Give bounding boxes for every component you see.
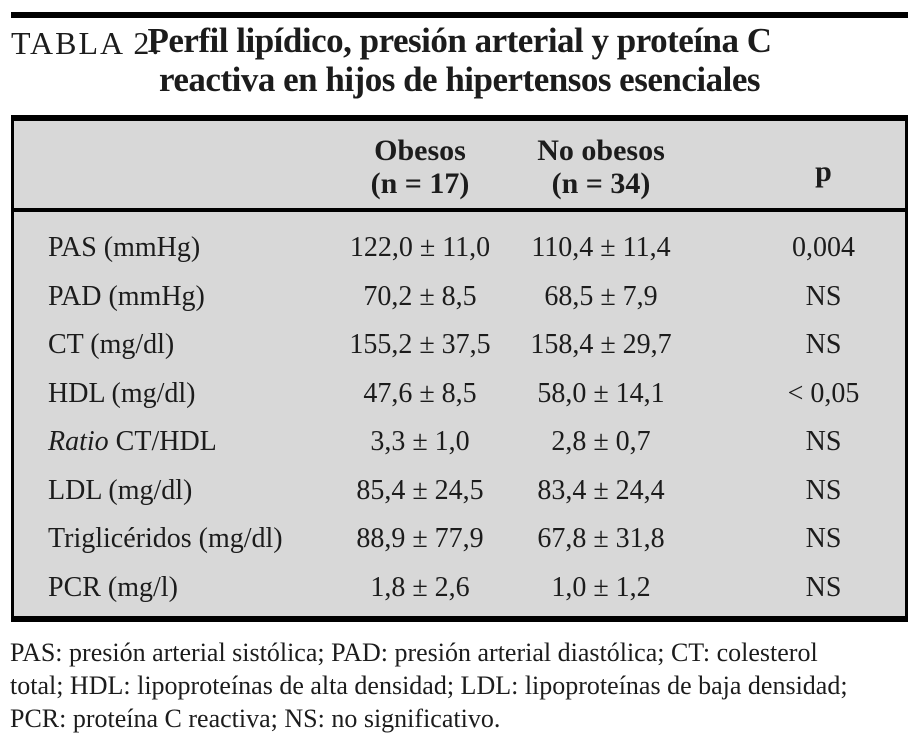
table-row: Ratio CT/HDL 3,3 ± 1,0 2,8 ± 0,7 NS — [14, 418, 905, 467]
table-number-label: TABLA 2. — [11, 25, 162, 61]
obesos-value-cell: 85,4 ± 24,5 — [356, 474, 484, 506]
header-obesos-line-2: (n = 17) — [370, 167, 470, 200]
table-row: PCR (mg/l) 1,8 ± 2,6 1,0 ± 1,2 NS — [14, 564, 905, 613]
no-obesos-value-cell: 1,0 ± 1,2 — [551, 571, 651, 603]
table-title-line-2: reactiva en hijos de hipertensos esencia… — [159, 60, 760, 99]
row-label-cell: HDL (mg/dl) — [14, 378, 325, 410]
row-label-cell: Triglicéridos (mg/dl) — [14, 523, 325, 555]
table-title: Perfil lipídico, presión arterial y prot… — [11, 21, 908, 99]
no-obesos-value-cell: 83,4 ± 24,4 — [537, 474, 665, 506]
obesos-value-cell: 88,9 ± 77,9 — [356, 523, 484, 555]
header-no-obesos-line-2: (n = 34) — [551, 167, 651, 200]
table-row: Triglicéridos (mg/dl) 88,9 ± 77,9 67,8 ± 3… — [14, 515, 905, 564]
header-empty-cell — [14, 134, 325, 208]
header-obesos-cell: Obesos (n = 17) — [325, 134, 515, 208]
row-label-cell: Ratio CT/HDL — [14, 426, 325, 458]
row-label-italic: Ratio — [48, 426, 109, 458]
no-obesos-value-cell: 67,8 ± 31,8 — [537, 523, 665, 555]
obesos-value-cell: 1,8 ± 2,6 — [370, 571, 470, 603]
row-label: LDL (mg/dl) — [48, 474, 193, 506]
row-label-cell: PAD (mmHg) — [14, 281, 325, 313]
title-top-rule — [11, 12, 908, 18]
table-title-line-1: Perfil lipídico, presión arterial y prot… — [147, 21, 772, 60]
p-value-cell: NS — [805, 329, 842, 361]
footnote: PAS: presión arterial sistólica; PAD: pr… — [10, 636, 910, 735]
table-row: CT (mg/dl) 155,2 ± 37,5 158,4 ± 29,7 NS — [14, 321, 905, 370]
row-label: Triglicéridos (mg/dl) — [48, 523, 283, 555]
p-value-cell: NS — [805, 426, 842, 458]
table-body: PAS (mmHg) 122,0 ± 11,0 110,4 ± 11,4 0,004 P… — [14, 212, 905, 612]
p-value-cell: < 0,05 — [787, 377, 860, 409]
table-row: PAD (mmHg) 70,2 ± 8,5 68,5 ± 7,9 NS — [14, 273, 905, 322]
footnote-line-2: total; HDL: lipoproteínas de alta densid… — [10, 671, 848, 700]
table-header-row: Obesos (n = 17) No obesos (n = 34) p — [14, 121, 905, 212]
data-table: Obesos (n = 17) No obesos (n = 34) p PAS… — [11, 115, 908, 622]
row-label: CT (mg/dl) — [48, 329, 175, 361]
table-row: HDL (mg/dl) 47,6 ± 8,5 58,0 ± 14,1 < 0,05 — [14, 370, 905, 419]
row-label-cell: PAS (mmHg) — [14, 232, 325, 264]
table-row: PAS (mmHg) 122,0 ± 11,0 110,4 ± 11,4 0,004 — [14, 224, 905, 273]
footnote-line-1: PAS: presión arterial sistólica; PAD: pr… — [10, 638, 818, 667]
row-label: PAD (mmHg) — [48, 280, 205, 312]
footnote-line-3: PCR: proteína C reactiva; NS: no signifi… — [10, 704, 501, 733]
p-value-cell: NS — [805, 474, 842, 506]
row-label: HDL (mg/dl) — [48, 377, 196, 409]
row-label: PCR (mg/l) — [48, 571, 178, 603]
obesos-value-cell: 3,3 ± 1,0 — [370, 426, 470, 458]
header-no-obesos-cell: No obesos (n = 34) — [515, 134, 687, 208]
no-obesos-value-cell: 2,8 ± 0,7 — [551, 426, 651, 458]
row-label: CT/HDL — [108, 426, 217, 458]
obesos-value-cell: 155,2 ± 37,5 — [349, 329, 491, 361]
row-label-cell: LDL (mg/dl) — [14, 475, 325, 507]
no-obesos-value-cell: 158,4 ± 29,7 — [530, 329, 672, 361]
table-title-block: TABLA 2. Perfil lipídico, presión arteri… — [11, 21, 908, 99]
p-value-cell: NS — [805, 523, 842, 555]
obesos-value-cell: 70,2 ± 8,5 — [363, 280, 477, 312]
header-p-cell: p — [815, 154, 832, 188]
p-value-cell: NS — [805, 280, 842, 312]
table-row: LDL (mg/dl) 85,4 ± 24,5 83,4 ± 24,4 NS — [14, 467, 905, 516]
row-label: PAS (mmHg) — [48, 232, 201, 264]
obesos-value-cell: 47,6 ± 8,5 — [363, 377, 477, 409]
header-obesos-line-1: Obesos — [374, 134, 466, 167]
obesos-value-cell: 122,0 ± 11,0 — [349, 232, 491, 264]
no-obesos-value-cell: 68,5 ± 7,9 — [544, 280, 658, 312]
row-label-cell: PCR (mg/l) — [14, 572, 325, 604]
p-value-cell: 0,004 — [792, 232, 855, 264]
header-no-obesos-line-1: No obesos — [537, 134, 665, 167]
row-label-cell: CT (mg/dl) — [14, 329, 325, 361]
no-obesos-value-cell: 58,0 ± 14,1 — [537, 377, 665, 409]
p-value-cell: NS — [805, 571, 842, 603]
no-obesos-value-cell: 110,4 ± 11,4 — [531, 232, 671, 264]
